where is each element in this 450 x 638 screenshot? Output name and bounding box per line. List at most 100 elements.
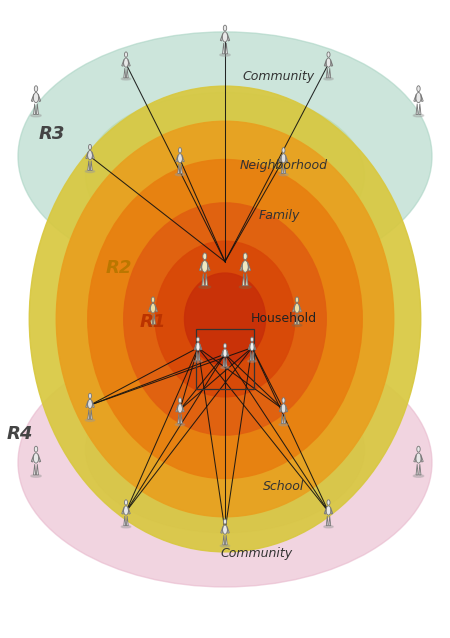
Ellipse shape — [179, 397, 181, 403]
Ellipse shape — [416, 93, 421, 103]
Polygon shape — [38, 454, 40, 462]
Ellipse shape — [222, 32, 228, 42]
Polygon shape — [148, 305, 151, 312]
Ellipse shape — [34, 85, 38, 92]
Polygon shape — [32, 454, 34, 462]
Ellipse shape — [31, 114, 41, 117]
Ellipse shape — [413, 114, 424, 117]
Polygon shape — [194, 344, 196, 350]
Polygon shape — [326, 516, 328, 526]
Polygon shape — [86, 152, 88, 159]
Polygon shape — [122, 59, 124, 66]
Ellipse shape — [125, 500, 127, 505]
Polygon shape — [416, 464, 418, 475]
Ellipse shape — [279, 174, 288, 175]
Polygon shape — [38, 94, 40, 101]
Ellipse shape — [197, 337, 199, 342]
Polygon shape — [421, 94, 423, 101]
Polygon shape — [284, 164, 286, 174]
Ellipse shape — [33, 93, 39, 103]
Ellipse shape — [151, 297, 155, 302]
Polygon shape — [297, 314, 299, 324]
Text: Household: Household — [251, 313, 316, 325]
Ellipse shape — [220, 54, 230, 56]
Polygon shape — [90, 161, 92, 170]
Polygon shape — [36, 464, 38, 475]
Polygon shape — [419, 464, 421, 475]
Ellipse shape — [327, 500, 330, 505]
Ellipse shape — [184, 273, 266, 365]
Ellipse shape — [243, 253, 247, 260]
Polygon shape — [220, 526, 223, 533]
Polygon shape — [34, 104, 36, 114]
Ellipse shape — [88, 399, 92, 408]
Polygon shape — [227, 33, 230, 41]
Ellipse shape — [203, 253, 207, 260]
Text: Family: Family — [258, 209, 300, 222]
Polygon shape — [86, 401, 88, 408]
Ellipse shape — [326, 58, 331, 67]
Polygon shape — [225, 358, 227, 367]
Polygon shape — [124, 516, 126, 526]
Ellipse shape — [148, 324, 158, 327]
Text: R1: R1 — [140, 313, 166, 331]
Polygon shape — [279, 405, 281, 412]
Text: Community: Community — [243, 70, 315, 83]
Text: R4: R4 — [7, 425, 33, 443]
Ellipse shape — [178, 154, 182, 163]
Polygon shape — [155, 305, 158, 312]
Ellipse shape — [251, 337, 253, 342]
Polygon shape — [128, 507, 130, 514]
Polygon shape — [292, 305, 295, 312]
Polygon shape — [326, 68, 328, 78]
Polygon shape — [124, 68, 126, 78]
Ellipse shape — [294, 303, 300, 313]
Polygon shape — [227, 526, 229, 533]
Polygon shape — [419, 104, 421, 114]
Polygon shape — [180, 414, 182, 424]
Polygon shape — [176, 405, 178, 412]
Ellipse shape — [326, 506, 331, 515]
Ellipse shape — [223, 25, 227, 31]
Polygon shape — [176, 155, 178, 162]
Polygon shape — [221, 350, 223, 356]
Polygon shape — [331, 507, 333, 514]
Polygon shape — [207, 262, 210, 271]
Text: Neighborhood: Neighborhood — [239, 160, 328, 172]
Ellipse shape — [292, 324, 302, 327]
Polygon shape — [34, 464, 36, 475]
Ellipse shape — [221, 366, 229, 369]
Polygon shape — [254, 344, 256, 350]
Polygon shape — [182, 155, 184, 162]
Bar — [196, 329, 254, 389]
Ellipse shape — [179, 147, 181, 153]
Polygon shape — [223, 43, 225, 54]
Polygon shape — [122, 507, 124, 514]
Ellipse shape — [88, 151, 92, 160]
Ellipse shape — [122, 78, 130, 80]
Ellipse shape — [199, 285, 211, 288]
Ellipse shape — [124, 203, 326, 435]
Text: Community: Community — [220, 547, 292, 560]
Ellipse shape — [413, 475, 424, 477]
Ellipse shape — [124, 58, 128, 67]
Ellipse shape — [124, 506, 128, 515]
Ellipse shape — [223, 349, 227, 357]
Ellipse shape — [18, 338, 432, 587]
Ellipse shape — [417, 446, 420, 452]
Ellipse shape — [224, 343, 226, 348]
Polygon shape — [92, 152, 94, 159]
Ellipse shape — [29, 86, 421, 552]
Polygon shape — [299, 305, 302, 312]
Ellipse shape — [56, 121, 394, 517]
Polygon shape — [331, 59, 333, 66]
Polygon shape — [286, 155, 288, 162]
Polygon shape — [200, 344, 202, 350]
Ellipse shape — [18, 32, 432, 281]
Polygon shape — [281, 164, 283, 174]
Ellipse shape — [281, 404, 286, 413]
Ellipse shape — [86, 170, 94, 172]
Ellipse shape — [295, 297, 299, 302]
Polygon shape — [178, 414, 180, 424]
Ellipse shape — [176, 174, 184, 175]
